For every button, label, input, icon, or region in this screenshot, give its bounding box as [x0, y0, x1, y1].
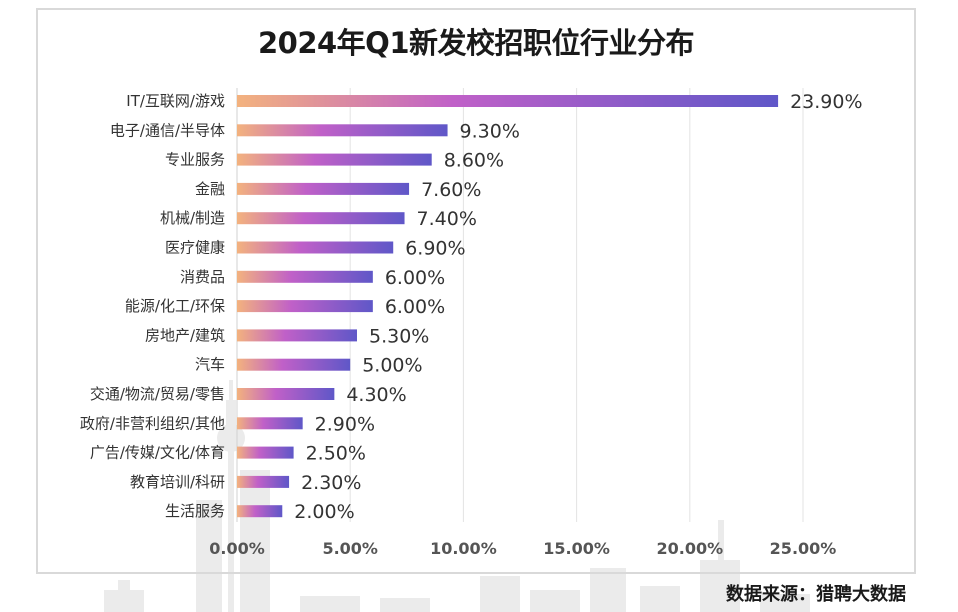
- x-tick-label: 25.00%: [770, 539, 837, 558]
- bar: [237, 241, 394, 254]
- value-label: 7.60%: [421, 179, 481, 201]
- bar: [237, 124, 448, 137]
- x-tick-label: 5.00%: [322, 539, 378, 558]
- category-label: 生活服务: [165, 502, 225, 520]
- value-label: 23.90%: [790, 91, 862, 113]
- value-label: 5.00%: [362, 355, 422, 377]
- value-label: 2.00%: [294, 501, 354, 523]
- x-tick-label: 10.00%: [430, 539, 497, 558]
- value-label: 4.30%: [346, 384, 406, 406]
- value-label: 6.90%: [405, 238, 465, 260]
- category-label: 教育培训/科研: [130, 473, 225, 491]
- value-label: 6.00%: [385, 296, 445, 318]
- category-label: 医疗健康: [165, 239, 225, 257]
- category-label: 金融: [195, 180, 225, 198]
- value-label: 2.90%: [315, 413, 375, 435]
- category-label: 专业服务: [165, 151, 225, 169]
- bar: [237, 475, 290, 488]
- value-label: 7.40%: [417, 208, 477, 230]
- bar: [237, 358, 351, 371]
- bar: [237, 417, 303, 430]
- bar: [237, 300, 373, 313]
- value-label: 5.30%: [369, 325, 429, 347]
- category-label: 机械/制造: [160, 209, 225, 227]
- category-label: 消费品: [180, 268, 225, 286]
- category-label: 政府/非营利组织/其他: [80, 414, 225, 432]
- category-label: 汽车: [195, 356, 225, 374]
- bar: [237, 329, 357, 342]
- bar: [237, 153, 432, 166]
- category-label: 电子/通信/半导体: [110, 121, 225, 139]
- bar: [237, 505, 283, 518]
- bar: [237, 446, 294, 459]
- category-label: 能源/化工/环保: [125, 297, 225, 315]
- category-label: 房地产/建筑: [145, 326, 225, 344]
- labels: 0.00% 5.00% 10.00% 15.00% 20.00% 25.00% IT/互联网…: [80, 91, 863, 558]
- bar: [237, 95, 779, 107]
- bar: [237, 388, 335, 400]
- x-tick-label: 0.00%: [209, 539, 265, 558]
- bar: [237, 270, 373, 283]
- x-tick-label: 20.00%: [656, 539, 723, 558]
- bar: [237, 182, 410, 195]
- value-label: 2.50%: [306, 443, 366, 465]
- bars: [237, 95, 779, 518]
- chart-title: 2024年Q1新发校招职位行业分布: [257, 26, 695, 60]
- value-label: 8.60%: [444, 150, 504, 172]
- chart-frame: [36, 8, 916, 574]
- value-label: 6.00%: [385, 267, 445, 289]
- data-source-note: 数据来源：猎聘大数据: [726, 584, 906, 605]
- category-label: 广告/传媒/文化/体育: [90, 444, 225, 462]
- value-label: 2.30%: [301, 472, 361, 494]
- value-label: 9.30%: [460, 120, 520, 142]
- category-label: 交通/物流/贸易/零售: [90, 385, 225, 403]
- x-tick-label: 15.00%: [543, 539, 610, 558]
- bar: [237, 212, 405, 225]
- category-label: IT/互联网/游戏: [126, 92, 225, 110]
